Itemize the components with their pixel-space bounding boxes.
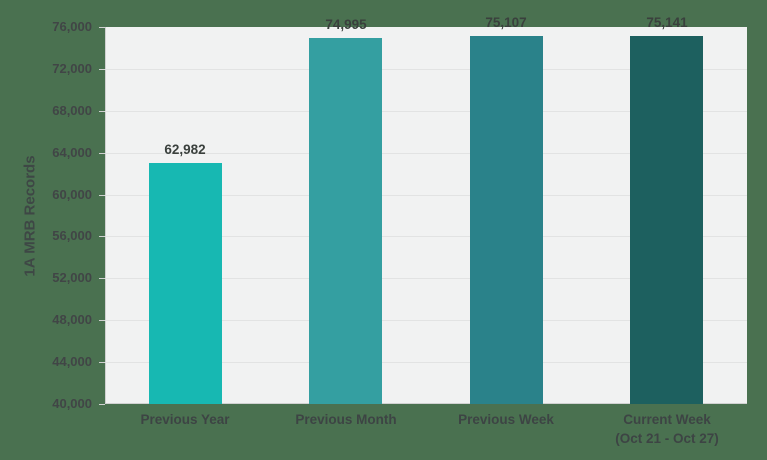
- y-axis-tick-label: 72,000: [52, 61, 92, 76]
- gridline: [105, 362, 747, 363]
- category-label: Previous Year: [105, 410, 265, 429]
- gridline: [105, 195, 747, 196]
- gridline: [105, 278, 747, 279]
- bar-value-label: 75,141: [646, 15, 688, 30]
- y-axis-tick: [99, 236, 105, 237]
- y-axis-tick: [99, 27, 105, 28]
- bar: [470, 36, 543, 404]
- gridline: [105, 69, 747, 70]
- y-axis-tick: [99, 111, 105, 112]
- category-label: Current Week (Oct 21 - Oct 27): [587, 410, 747, 448]
- bar: [309, 38, 382, 404]
- category-label: Previous Month: [266, 410, 426, 429]
- y-axis-title: 1A MRB Records: [21, 155, 39, 277]
- category-label-line: Previous Year: [140, 412, 230, 427]
- category-label-line: Previous Month: [295, 412, 397, 427]
- y-axis-tick-label: 52,000: [52, 270, 92, 285]
- category-label-line: Current Week: [623, 412, 711, 427]
- bar-value-label: 62,982: [164, 142, 206, 157]
- y-axis-tick: [99, 195, 105, 196]
- y-axis-tick-label: 68,000: [52, 103, 92, 118]
- y-axis-tick-label: 56,000: [52, 228, 92, 243]
- y-axis-tick-label: 64,000: [52, 145, 92, 160]
- y-axis-tick: [99, 153, 105, 154]
- y-axis-tick-label: 40,000: [52, 396, 92, 411]
- y-axis-tick: [99, 69, 105, 70]
- category-label: Previous Week: [426, 410, 586, 429]
- gridline: [105, 320, 747, 321]
- bar: [630, 36, 703, 404]
- bar-value-label: 74,995: [325, 17, 367, 32]
- gridline: [105, 111, 747, 112]
- gridline: [105, 236, 747, 237]
- y-axis-tick-label: 44,000: [52, 354, 92, 369]
- bar: [149, 163, 222, 404]
- y-axis-tick: [99, 404, 105, 405]
- y-axis-tick-label: 48,000: [52, 312, 92, 327]
- bar-value-label: 75,107: [485, 15, 527, 30]
- category-sublabel-line: (Oct 21 - Oct 27): [615, 431, 719, 446]
- category-label-line: Previous Week: [458, 412, 554, 427]
- y-axis-tick-label: 60,000: [52, 187, 92, 202]
- y-axis-tick: [99, 278, 105, 279]
- y-axis-tick: [99, 362, 105, 363]
- gridline: [105, 153, 747, 154]
- y-axis-tick: [99, 320, 105, 321]
- y-axis-tick-label: 76,000: [52, 19, 92, 34]
